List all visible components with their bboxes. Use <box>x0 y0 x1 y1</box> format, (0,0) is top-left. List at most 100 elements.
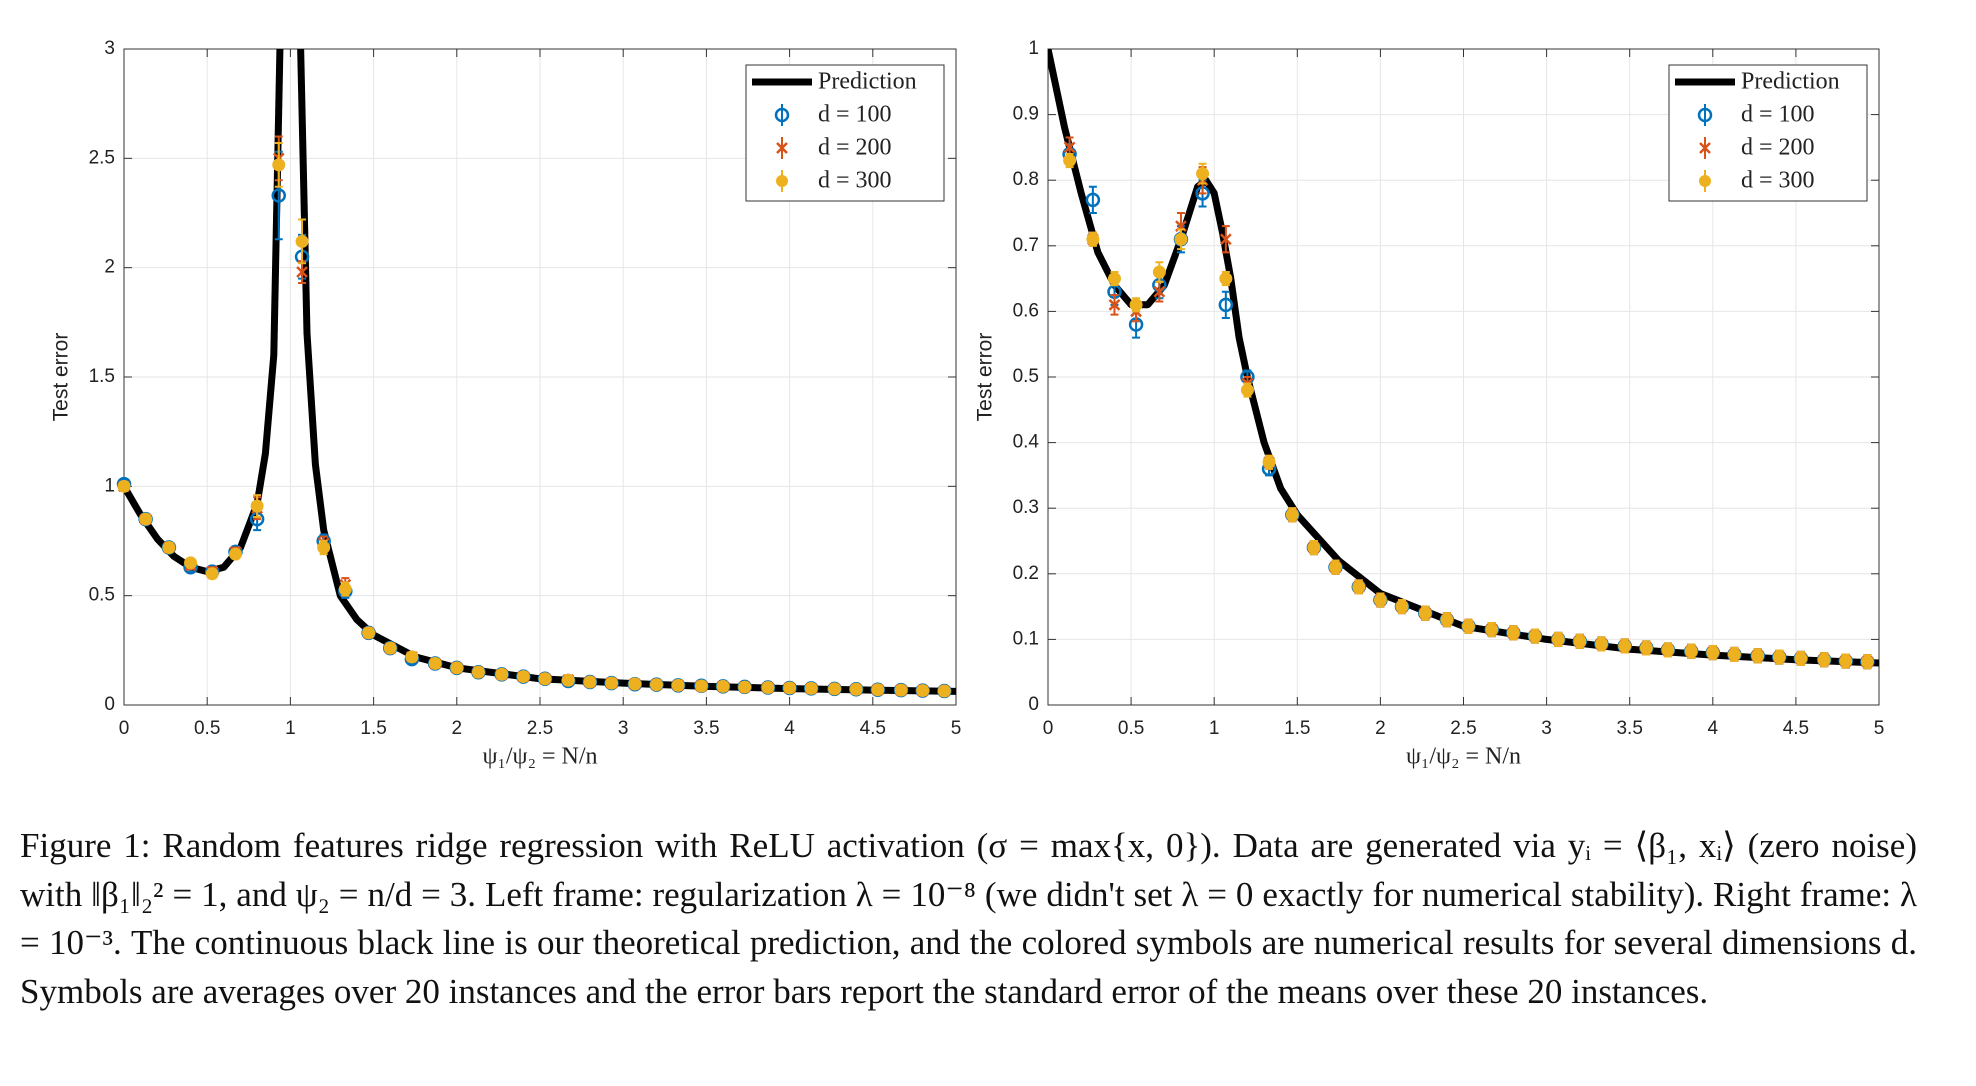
legend-label: d = 200 <box>818 135 892 161</box>
x-tick-label: 4.5 <box>1783 718 1809 739</box>
marker <box>117 479 131 493</box>
marker <box>871 683 885 697</box>
x-tick-label: 4 <box>1708 718 1719 739</box>
marker <box>1262 455 1276 469</box>
marker <box>405 650 419 664</box>
marker <box>849 682 863 696</box>
marker <box>295 234 309 248</box>
marker <box>162 541 176 555</box>
marker <box>1107 272 1121 286</box>
legend-label: d = 100 <box>1741 102 1815 128</box>
marker <box>428 656 442 670</box>
x-tick-label: 2.5 <box>527 718 553 739</box>
marker <box>139 512 153 526</box>
x-tick-label: 1 <box>1209 718 1220 739</box>
marker <box>1727 647 1741 661</box>
y-tick-label: 1 <box>1028 38 1039 59</box>
x-axis-label: ψ₁/ψ₂ = N/n <box>483 744 598 770</box>
marker <box>1196 167 1210 181</box>
marker <box>1440 613 1454 627</box>
axes-box <box>1047 48 1880 706</box>
marker <box>228 547 242 561</box>
x-tick-label: 0.5 <box>1118 718 1144 739</box>
marker <box>383 641 397 655</box>
y-tick-label: 0.1 <box>1013 628 1039 649</box>
marker <box>272 158 286 172</box>
x-tick-label: 2.5 <box>1450 718 1476 739</box>
y-tick-label: 0.5 <box>1013 366 1039 387</box>
x-tick-label: 1.5 <box>360 718 386 739</box>
marker <box>583 675 597 689</box>
marker <box>1085 192 1101 208</box>
marker <box>561 673 575 687</box>
y-axis-label: Test error <box>974 333 997 422</box>
x-tick-label: 1.5 <box>1284 718 1310 739</box>
caption: Figure 1: Random features ridge regressi… <box>20 826 1917 1011</box>
marker <box>1219 233 1232 246</box>
x-tick-label: 3 <box>618 718 629 739</box>
marker <box>1684 644 1698 658</box>
marker <box>1528 629 1542 643</box>
marker <box>1772 650 1786 664</box>
marker <box>1839 654 1853 668</box>
y-tick-label: 1 <box>104 475 115 496</box>
marker <box>1551 632 1565 646</box>
marker <box>1219 272 1233 286</box>
marker <box>738 680 752 694</box>
marker <box>1418 606 1432 620</box>
x-tick-label: 1 <box>285 718 296 739</box>
marker <box>1174 232 1188 246</box>
marker <box>1352 580 1366 594</box>
y-tick-label: 0.8 <box>1013 169 1039 190</box>
legend-swatch <box>774 107 790 123</box>
marker <box>1461 619 1475 633</box>
marker <box>894 683 908 697</box>
marker <box>1153 285 1166 298</box>
x-tick-label: 0.5 <box>194 718 220 739</box>
y-tick-label: 0.5 <box>89 585 115 606</box>
x-tick-label: 2 <box>452 718 463 739</box>
marker <box>1285 508 1299 522</box>
marker <box>1240 383 1254 397</box>
y-tick-label: 0 <box>104 694 115 715</box>
y-axis-label: Test error <box>50 333 73 422</box>
marker <box>205 567 219 581</box>
marker <box>1063 141 1076 154</box>
legend-label: d = 100 <box>818 102 892 128</box>
legend-label: d = 200 <box>1741 135 1815 161</box>
marker <box>605 676 619 690</box>
y-tick-label: 0.3 <box>1013 497 1039 518</box>
marker <box>628 677 642 691</box>
legend-swatch <box>776 175 788 187</box>
marker <box>516 670 530 684</box>
marker <box>1706 646 1720 660</box>
marker <box>1506 626 1520 640</box>
legend-swatch <box>776 142 788 154</box>
y-tick-label: 1.5 <box>89 366 115 387</box>
marker <box>937 684 951 698</box>
x-tick-label: 4 <box>784 718 795 739</box>
marker <box>1129 298 1143 312</box>
y-tick-label: 0.9 <box>1013 104 1039 125</box>
chart: 0 0.5 1 1.5 2 2.5 3 3.5 4 4.5 5 0 0.1 0.2 0.3 0.4 0.5 0.6… <box>974 38 1885 770</box>
marker <box>1573 634 1587 648</box>
x-tick-label: 3.5 <box>693 718 719 739</box>
marker <box>761 681 775 695</box>
y-tick-label: 0.4 <box>1013 432 1040 453</box>
x-tick-label: 4.5 <box>860 718 886 739</box>
legend-swatch <box>1699 175 1711 187</box>
marker <box>1794 651 1808 665</box>
figure: 0 0.5 1 1.5 2 2.5 3 3.5 4 4.5 5 0 0.5 1 1.5 2 2.5 3 ψ₁/ψ₂ … <box>50 38 1885 770</box>
prediction-line <box>124 49 956 695</box>
marker <box>916 684 930 698</box>
y-tick-label: 0.7 <box>1013 235 1039 256</box>
marker <box>1661 643 1675 657</box>
y-tick-label: 3 <box>104 38 115 59</box>
marker <box>1594 637 1608 651</box>
legend-label: Prediction <box>818 69 917 95</box>
marker <box>649 678 663 692</box>
marker <box>1618 639 1632 653</box>
marker <box>184 556 198 570</box>
legend-label: Prediction <box>1741 69 1840 95</box>
marker <box>338 582 352 596</box>
